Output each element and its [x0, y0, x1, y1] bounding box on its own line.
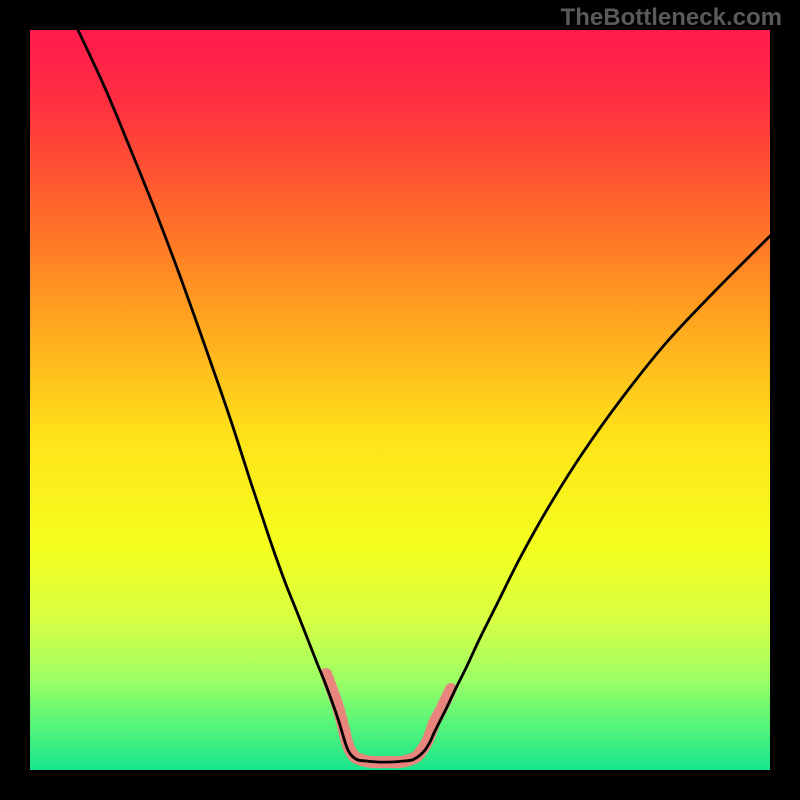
chart-canvas [0, 0, 800, 800]
gradient-background [30, 30, 770, 770]
watermark-text: TheBottleneck.com [561, 4, 782, 32]
